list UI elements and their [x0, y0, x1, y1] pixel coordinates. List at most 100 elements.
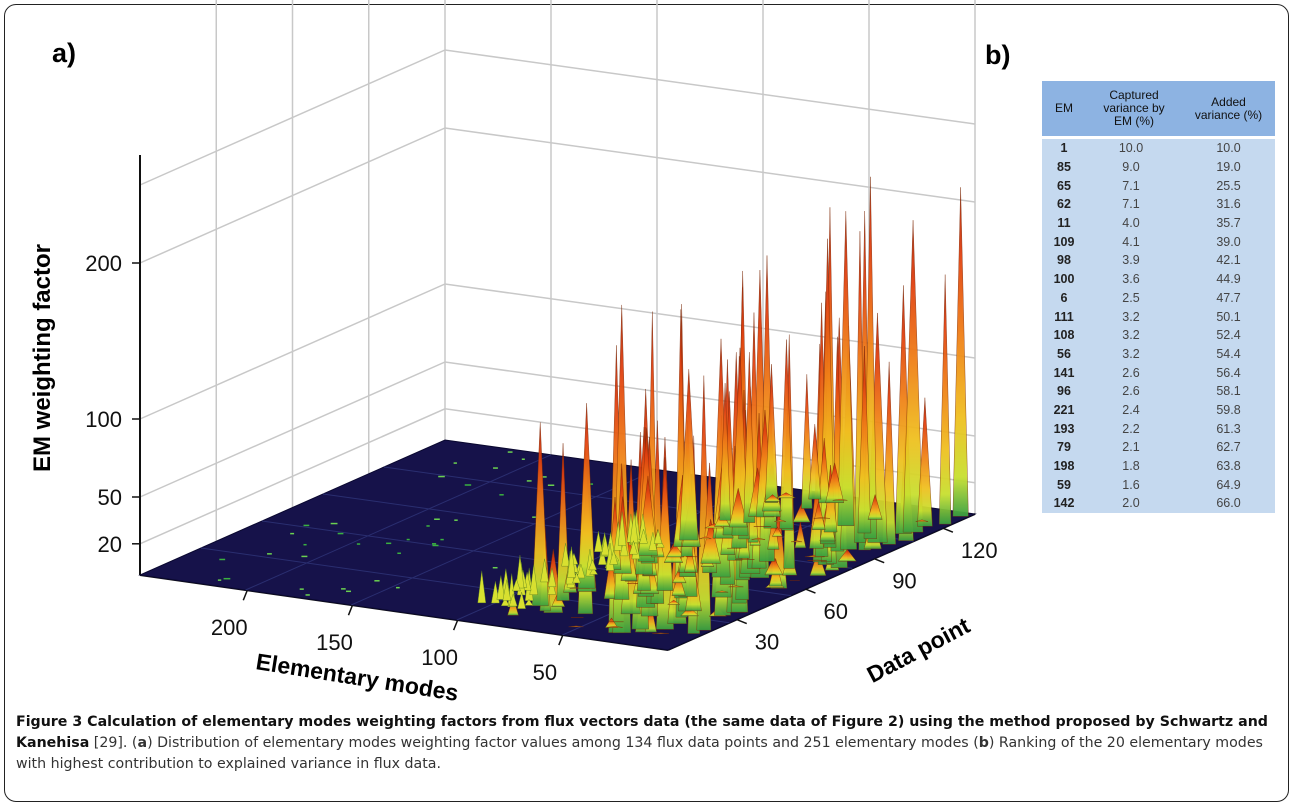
surface-peak [801, 374, 813, 509]
added-variance-cell: 47.7 [1216, 290, 1241, 305]
surface-peak [731, 347, 749, 536]
table-row: 79 2.1 62.7 [1042, 438, 1275, 457]
floor-speck [299, 588, 304, 590]
surface-ridge [609, 549, 618, 565]
surface-peak [792, 503, 811, 523]
grid-line [139, 49, 976, 186]
y-tick-label: 60 [823, 599, 847, 624]
surface-peak [882, 361, 896, 545]
floor-speck [464, 484, 472, 486]
em-cell: 65 [1057, 178, 1071, 193]
em-cell: 142 [1053, 496, 1075, 511]
floor-speck [532, 516, 537, 518]
captured-variance-cell: 1.8 [1122, 459, 1140, 474]
y-ticks: 30 60 90 120 [736, 527, 998, 655]
variance-table: EM Captured variance by EM (%) Added var… [1042, 81, 1275, 513]
table-row: 65 7.1 25.5 [1042, 176, 1275, 195]
variance-table-body: 1 10.0 10.0 85 9.0 19.0 65 7.1 25.5 62 7.1 31.6 11 4.… [1042, 138, 1275, 513]
surface-ridge [524, 599, 534, 606]
added-variance-cell: 52.4 [1216, 328, 1241, 343]
floor-grid-line [245, 454, 552, 591]
surface-peak [917, 397, 933, 527]
captured-variance-cell: 7.1 [1122, 197, 1140, 212]
added-variance-cell: 10.0 [1216, 141, 1241, 156]
added-variance-cell: 25.5 [1216, 178, 1241, 193]
z-tick-label: 20 [98, 532, 122, 557]
floor-speck [303, 543, 307, 546]
z-ticks: 20 50 100 200 [85, 251, 140, 557]
table-row: 59 1.6 64.9 [1042, 475, 1275, 494]
floor-speck [438, 475, 445, 478]
surface-peak [684, 543, 696, 573]
y-tick-mark [873, 557, 885, 564]
caption-a-letter: a [137, 735, 148, 751]
floor-speck [432, 543, 437, 545]
surface-peak [671, 571, 686, 596]
surface-peak [603, 555, 618, 599]
surface-peak [811, 501, 826, 530]
surface-peak [607, 625, 623, 628]
surface-ridge [502, 579, 512, 601]
col-captured-variance: Captured variance by EM (%) [1086, 81, 1182, 139]
floor-speck [223, 577, 231, 580]
floor-speck [396, 586, 400, 589]
surface-ridge [629, 540, 638, 555]
surface-peak [627, 582, 638, 584]
x-tick-mark [452, 619, 459, 631]
floor-speck [589, 483, 594, 485]
caption-b-text: ) Ranking of the 20 elementary modes wit… [16, 735, 1263, 772]
floor-speck [453, 462, 457, 464]
surface-ridge [576, 563, 586, 579]
surface-ridge [496, 575, 506, 600]
x-tick-label: 50 [533, 660, 557, 685]
y-tick-mark [736, 618, 748, 625]
surface-ridge [619, 537, 629, 557]
captured-variance-cell: 2.2 [1122, 421, 1140, 436]
added-variance-cell: 63.8 [1216, 459, 1241, 474]
surface-peak [764, 556, 784, 576]
x-tick-mark [558, 634, 564, 646]
captured-variance-cell: 3.6 [1122, 272, 1140, 287]
surface-peak [772, 526, 783, 537]
surface-ridge [517, 592, 526, 609]
surface-peak [832, 498, 848, 501]
floor-speck [356, 543, 361, 545]
table-row: 62 7.1 31.6 [1042, 195, 1275, 214]
surface-peak [915, 519, 929, 522]
table-row: 85 9.0 19.0 [1042, 158, 1275, 177]
surface-peak [813, 517, 830, 519]
added-variance-cell: 35.7 [1216, 216, 1241, 231]
x-tick-mark [242, 589, 248, 601]
surface-peak [808, 424, 822, 500]
floor-speck [432, 544, 439, 547]
em-cell: 62 [1057, 197, 1071, 212]
z-tick-label: 50 [98, 485, 122, 510]
em-cell: 79 [1057, 440, 1071, 455]
surface-ridge [639, 528, 648, 544]
added-variance-cell: 39.0 [1216, 234, 1241, 249]
em-cell: 11 [1057, 216, 1071, 231]
table-row: 111 3.2 50.1 [1042, 307, 1275, 326]
captured-variance-cell: 7.1 [1122, 178, 1140, 193]
y-tick-mark [805, 588, 816, 594]
added-variance-cell: 19.0 [1216, 160, 1241, 175]
floor-speck [426, 525, 430, 527]
surface-ridge [547, 568, 557, 587]
x-tick-label: 100 [421, 645, 458, 670]
surface-plot: 20 50 100 200 200 150 100 50 30 60 90 120 EM weig… [29, 0, 998, 705]
added-variance-cell: 59.8 [1216, 402, 1241, 417]
floor-grid-line [350, 469, 658, 606]
x-tick-mark [347, 604, 354, 616]
captured-variance-cell: 3.2 [1122, 309, 1140, 324]
col-added-variance: Added variance (%) [1182, 81, 1275, 139]
added-variance-cell: 62.7 [1216, 440, 1241, 455]
floor-speck [521, 458, 525, 460]
surface-peak [577, 403, 596, 589]
surface-peak [652, 632, 669, 634]
caption-b-letter: b [978, 735, 989, 751]
grid-line [139, 361, 976, 498]
em-cell: 85 [1057, 160, 1071, 175]
floor-speck [219, 558, 226, 561]
table-row: 142 2.0 66.0 [1042, 494, 1275, 513]
surface-peak [902, 220, 924, 533]
